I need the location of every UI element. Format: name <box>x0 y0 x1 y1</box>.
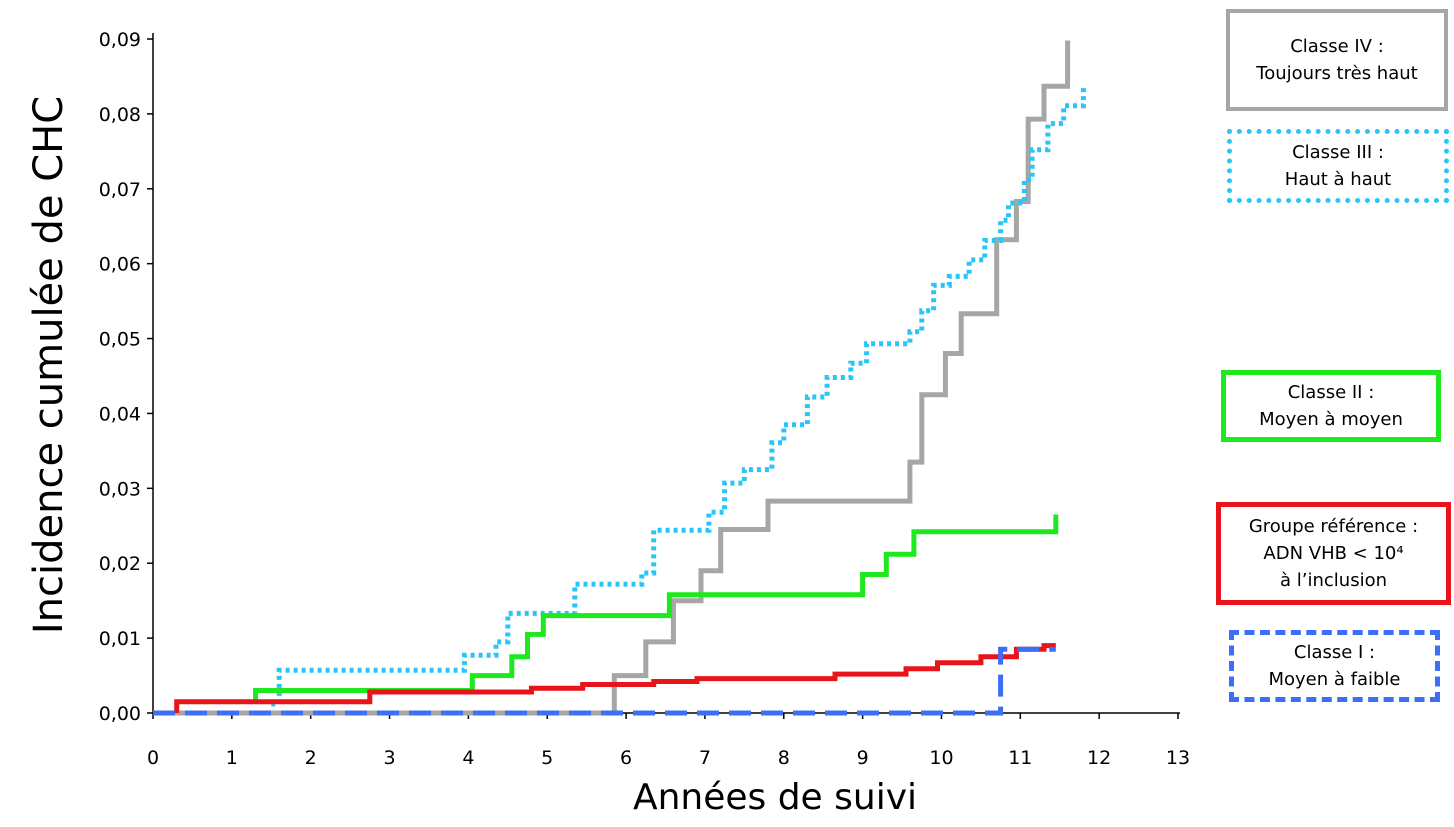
legend-groupe-reference-line-2: ADN VHB < 10⁴ <box>1263 543 1404 564</box>
y-tick-labels: 0,00 0,01 0,02 0,03 0,04 0,05 0,06 0,07 0,08 0,09 <box>99 29 153 725</box>
series-line-4 <box>174 643 1056 713</box>
y-tick-label: 0,01 <box>99 628 141 650</box>
x-axis-label: Années de suivi <box>633 777 917 818</box>
legend-classe-iii-line-2: Haut à haut <box>1284 169 1392 190</box>
x-tick-label: 2 <box>305 747 317 769</box>
series-line-2 <box>271 87 1086 707</box>
legend-groupe-reference: Groupe référence : ADN VHB < 10⁴ à l’inc… <box>1216 502 1451 605</box>
series-line-5 <box>153 646 1056 716</box>
x-tick-label: 1 <box>226 747 238 769</box>
x-tick-label: 9 <box>857 747 869 769</box>
legend-classe-iii-line-1: Classe III : <box>1292 142 1384 163</box>
legend-classe-ii: Classe II : Moyen à moyen <box>1221 370 1441 442</box>
x-tick-label: 0 <box>147 747 159 769</box>
legend-classe-iii: Classe III : Haut à haut <box>1227 129 1449 203</box>
y-tick-label: 0,07 <box>99 179 141 201</box>
legend-classe-iv-line-1: Classe IV : <box>1290 36 1384 57</box>
legend-classe-i-line-1: Classe I : <box>1293 642 1376 663</box>
x-tick-label: 8 <box>778 747 790 769</box>
y-tick-label: 0,05 <box>99 329 141 351</box>
x-tick-label: 5 <box>541 747 553 769</box>
x-tick-label: 10 <box>929 747 953 769</box>
x-tick-label: 12 <box>1087 747 1111 769</box>
legend-classe-iv: Classe IV : Toujours très haut <box>1226 9 1448 111</box>
legend-classe-i-line-2: Moyen à faible <box>1268 669 1401 690</box>
y-tick-label: 0,09 <box>99 29 141 51</box>
x-tick-label: 4 <box>462 747 474 769</box>
legend-classe-ii-line-1: Classe II : <box>1287 382 1375 403</box>
x-tick-label: 3 <box>383 747 395 769</box>
y-tick-label: 0,04 <box>99 403 141 425</box>
legend-classe-iv-line-2: Toujours très haut <box>1256 63 1418 84</box>
series-line-1 <box>153 40 1071 716</box>
x-tick-label: 13 <box>1166 747 1190 769</box>
y-tick-label: 0,06 <box>99 254 141 276</box>
legend-classe-ii-line-2: Moyen à moyen <box>1259 409 1403 430</box>
legend-groupe-reference-line-1: Groupe référence : <box>1248 516 1419 537</box>
series-line-3 <box>253 514 1059 704</box>
legend-classe-i: Classe I : Moyen à faible <box>1229 630 1440 702</box>
y-axis-label: Incidence cumulée de CHC <box>26 96 72 634</box>
x-tick-labels: 0 1 2 3 4 5 6 7 8 9 10 11 12 13 <box>147 713 1190 769</box>
y-tick-label: 0,00 <box>99 703 141 725</box>
legend-groupe-reference-line-3: à l’inclusion <box>1280 570 1387 591</box>
series-lines <box>153 40 1086 716</box>
y-tick-label: 0,02 <box>99 553 141 575</box>
x-tick-label: 11 <box>1008 747 1032 769</box>
x-tick-label: 6 <box>620 747 632 769</box>
x-tick-label: 7 <box>699 747 711 769</box>
y-tick-label: 0,03 <box>99 478 141 500</box>
y-tick-label: 0,08 <box>99 104 141 126</box>
